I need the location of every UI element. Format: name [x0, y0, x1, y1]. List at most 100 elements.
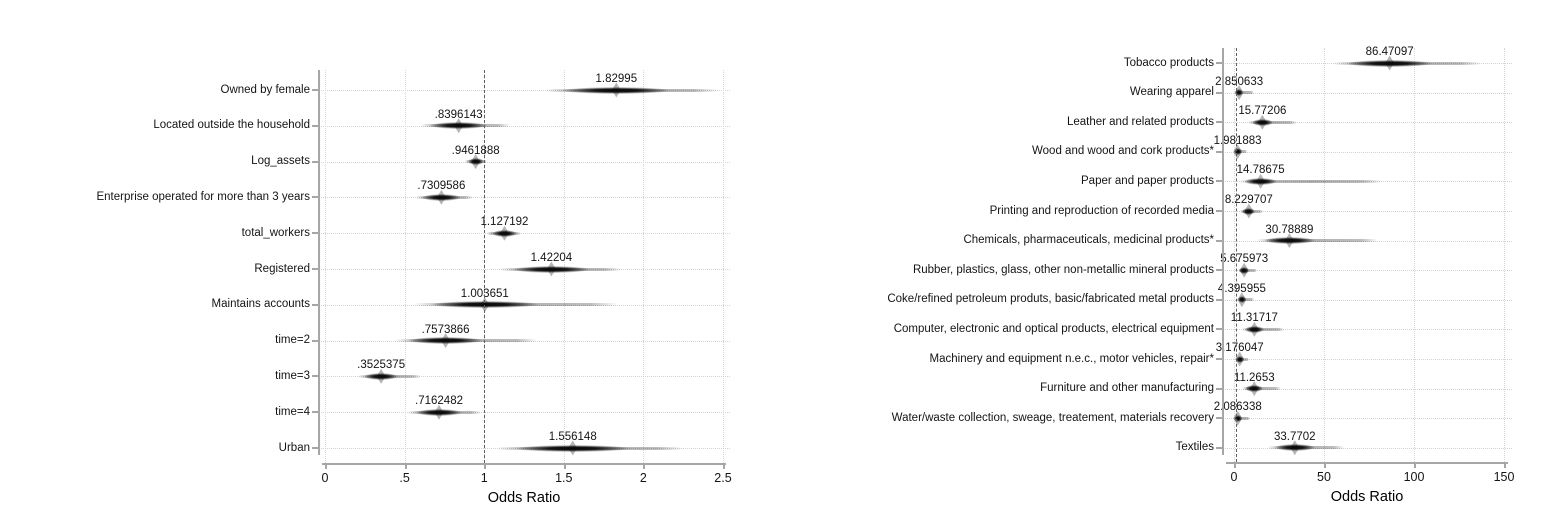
point-estimate-spindle: [1233, 414, 1242, 422]
category-label: Water/waste collection, sweage, treateme…: [891, 411, 1214, 424]
gridline-vertical: [404, 70, 406, 463]
category-label: Chemicals, pharmaceuticals, medicinal pr…: [963, 234, 1214, 247]
point-estimate-spindle: [512, 265, 590, 273]
gridline-horizontal: [1222, 299, 1512, 301]
x-tick-label: 0: [1230, 470, 1238, 484]
x-axis-tick: [723, 464, 725, 469]
gridline-horizontal: [318, 340, 730, 342]
category-label: Wearing apparel: [1129, 86, 1214, 99]
point-estimate-spindle: [1235, 355, 1244, 363]
confidence-interval-band: [1255, 239, 1378, 243]
value-label: .7573866: [421, 323, 470, 336]
x-axis-tick: [404, 464, 407, 469]
x-tick-label: 150: [1493, 470, 1515, 484]
category-label: Textiles: [1175, 441, 1214, 454]
point-estimate-spindle: [1264, 237, 1315, 245]
category-label: time=4: [275, 405, 310, 418]
x-axis-tick: [643, 464, 646, 469]
gridline-horizontal: [1222, 240, 1512, 242]
gridline-horizontal: [318, 197, 730, 199]
value-label: .8396143: [434, 108, 483, 121]
y-axis-line: [318, 70, 320, 455]
gridline-horizontal: [1222, 122, 1512, 124]
x-axis-line: [322, 463, 726, 465]
gridline-horizontal: [1222, 181, 1512, 183]
reference-line: [1235, 48, 1237, 462]
value-label: 3.176047: [1215, 342, 1264, 354]
y-axis-tick: [1216, 210, 1222, 212]
category-label: Located outside the household: [153, 119, 310, 132]
category-label: Enterprise operated for more than 3 year…: [96, 190, 310, 203]
point-estimate-spindle: [492, 229, 517, 237]
gridline-horizontal: [318, 233, 730, 235]
gridline-horizontal: [318, 125, 730, 127]
value-label: 33.7702: [1273, 430, 1316, 443]
gridline-horizontal: [318, 161, 730, 163]
point-estimate-spindle: [1239, 266, 1250, 274]
value-label: 2.850633: [1215, 75, 1264, 88]
x-tick-label: 2.5: [714, 471, 732, 485]
category-label: Computer, electronic and optical product…: [893, 322, 1214, 335]
y-axis-tick: [1216, 62, 1222, 64]
x-axis-tick: [1234, 463, 1236, 468]
x-axis-tick: [1324, 463, 1326, 468]
category-label: Leather and related products: [1066, 115, 1214, 128]
y-axis-tick: [1216, 298, 1222, 301]
y-axis-tick: [1216, 269, 1222, 272]
y-axis-tick: [312, 268, 318, 270]
y-axis-tick: [312, 124, 318, 127]
x-axis-tick: [1414, 463, 1416, 468]
gridline-horizontal: [1222, 418, 1512, 420]
value-label: 15.77206: [1238, 105, 1287, 118]
point-estimate-spindle: [422, 193, 461, 201]
gridline-horizontal: [1222, 211, 1512, 212]
y-axis-tick: [1216, 239, 1222, 242]
value-label: 86.47097: [1365, 46, 1414, 58]
gridline-vertical: [1234, 48, 1235, 462]
category-label: Maintains accounts: [211, 298, 310, 311]
point-estimate-spindle: [1245, 325, 1264, 333]
category-label: Owned by female: [220, 83, 311, 96]
x-axis-title-right: Odds Ratio: [1330, 489, 1404, 505]
x-tick-label: .5: [399, 471, 410, 485]
y-axis-tick: [1216, 358, 1222, 360]
value-label: 14.78675: [1236, 164, 1285, 177]
confidence-interval-band: [1235, 416, 1251, 420]
x-axis-tick: [484, 464, 487, 469]
y-axis-tick: [312, 339, 318, 342]
point-estimate-spindle: [1245, 385, 1264, 393]
x-tick-label: 1.5: [555, 471, 573, 485]
point-estimate-spindle: [1235, 89, 1244, 97]
point-estimate-spindle: [467, 158, 484, 166]
value-label: 11.31717: [1230, 312, 1278, 325]
category-label: time=3: [275, 369, 310, 382]
y-axis-tick: [312, 447, 318, 449]
category-label: Machinery and equipment n.e.c., motor ve…: [929, 352, 1214, 365]
point-estimate-spindle: [1347, 59, 1433, 67]
value-label: 30.78889: [1265, 223, 1314, 236]
reference-line: [484, 70, 486, 463]
gridline-horizontal: [1222, 388, 1512, 390]
y-axis-tick: [1216, 150, 1222, 153]
gridline-horizontal: [1222, 151, 1512, 153]
value-label: .9461888: [451, 144, 500, 157]
category-label: Furniture and other manufacturing: [1040, 382, 1214, 395]
gridline-vertical: [723, 70, 724, 463]
category-label: Coke/refined petroleum produts, basic/fa…: [887, 293, 1214, 306]
x-tick-label: 2: [639, 471, 647, 485]
gridline-horizontal: [1222, 270, 1512, 272]
y-axis-tick: [312, 160, 318, 163]
value-label: 5.675973: [1220, 253, 1269, 266]
gridline-horizontal: [1222, 359, 1512, 360]
x-axis-tick: [325, 464, 327, 469]
x-axis-line: [1226, 462, 1508, 464]
category-label: total_workers: [241, 226, 310, 239]
gridline-horizontal: [1222, 447, 1512, 449]
y-axis-tick: [1216, 91, 1222, 94]
category-label: Urban: [278, 441, 310, 454]
point-estimate-spindle: [1242, 207, 1256, 215]
value-label: 1.981883: [1213, 134, 1262, 147]
